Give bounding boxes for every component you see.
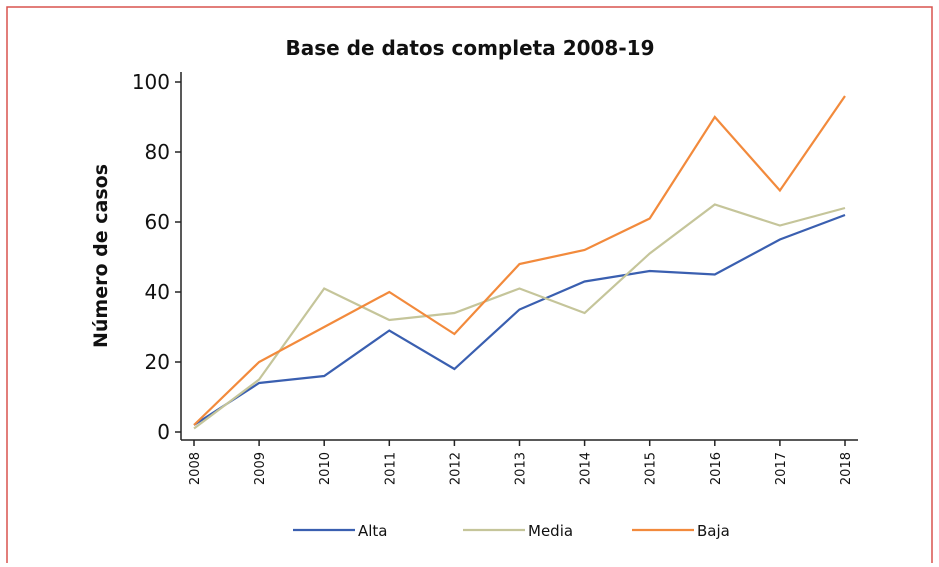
x-tick-label: 2015 <box>644 452 659 485</box>
x-tick-label: 2012 <box>448 452 463 485</box>
x-tick-label: 2010 <box>318 452 333 485</box>
series-line <box>193 213 846 426</box>
x-tick-label: 2017 <box>774 452 789 485</box>
series-line <box>193 203 846 430</box>
x-tick-label: 2014 <box>579 452 594 485</box>
x-tick-label: 2016 <box>709 452 724 485</box>
x-tick-label: 2008 <box>188 452 203 485</box>
y-axis-label: Número de casos <box>90 164 112 348</box>
y-tick-label: 100 <box>132 70 170 94</box>
y-tick-label: 0 <box>157 420 170 444</box>
legend-label: Baja <box>697 522 730 540</box>
x-tick-label: 2011 <box>383 452 398 485</box>
y-tick-label: 40 <box>145 280 170 304</box>
x-tick-label: 2009 <box>253 452 268 485</box>
y-tick-label: 60 <box>145 210 170 234</box>
frame <box>6 6 933 563</box>
chart-title: Base de datos completa 2008-19 <box>286 36 655 60</box>
legend-label: Alta <box>358 522 388 540</box>
y-tick-label: 80 <box>145 140 170 164</box>
y-tick-label: 20 <box>145 350 170 374</box>
series-line <box>193 95 846 426</box>
x-tick-label: 2018 <box>839 452 854 485</box>
x-tick-label: 2013 <box>514 452 529 485</box>
legend-label: Media <box>528 522 573 540</box>
